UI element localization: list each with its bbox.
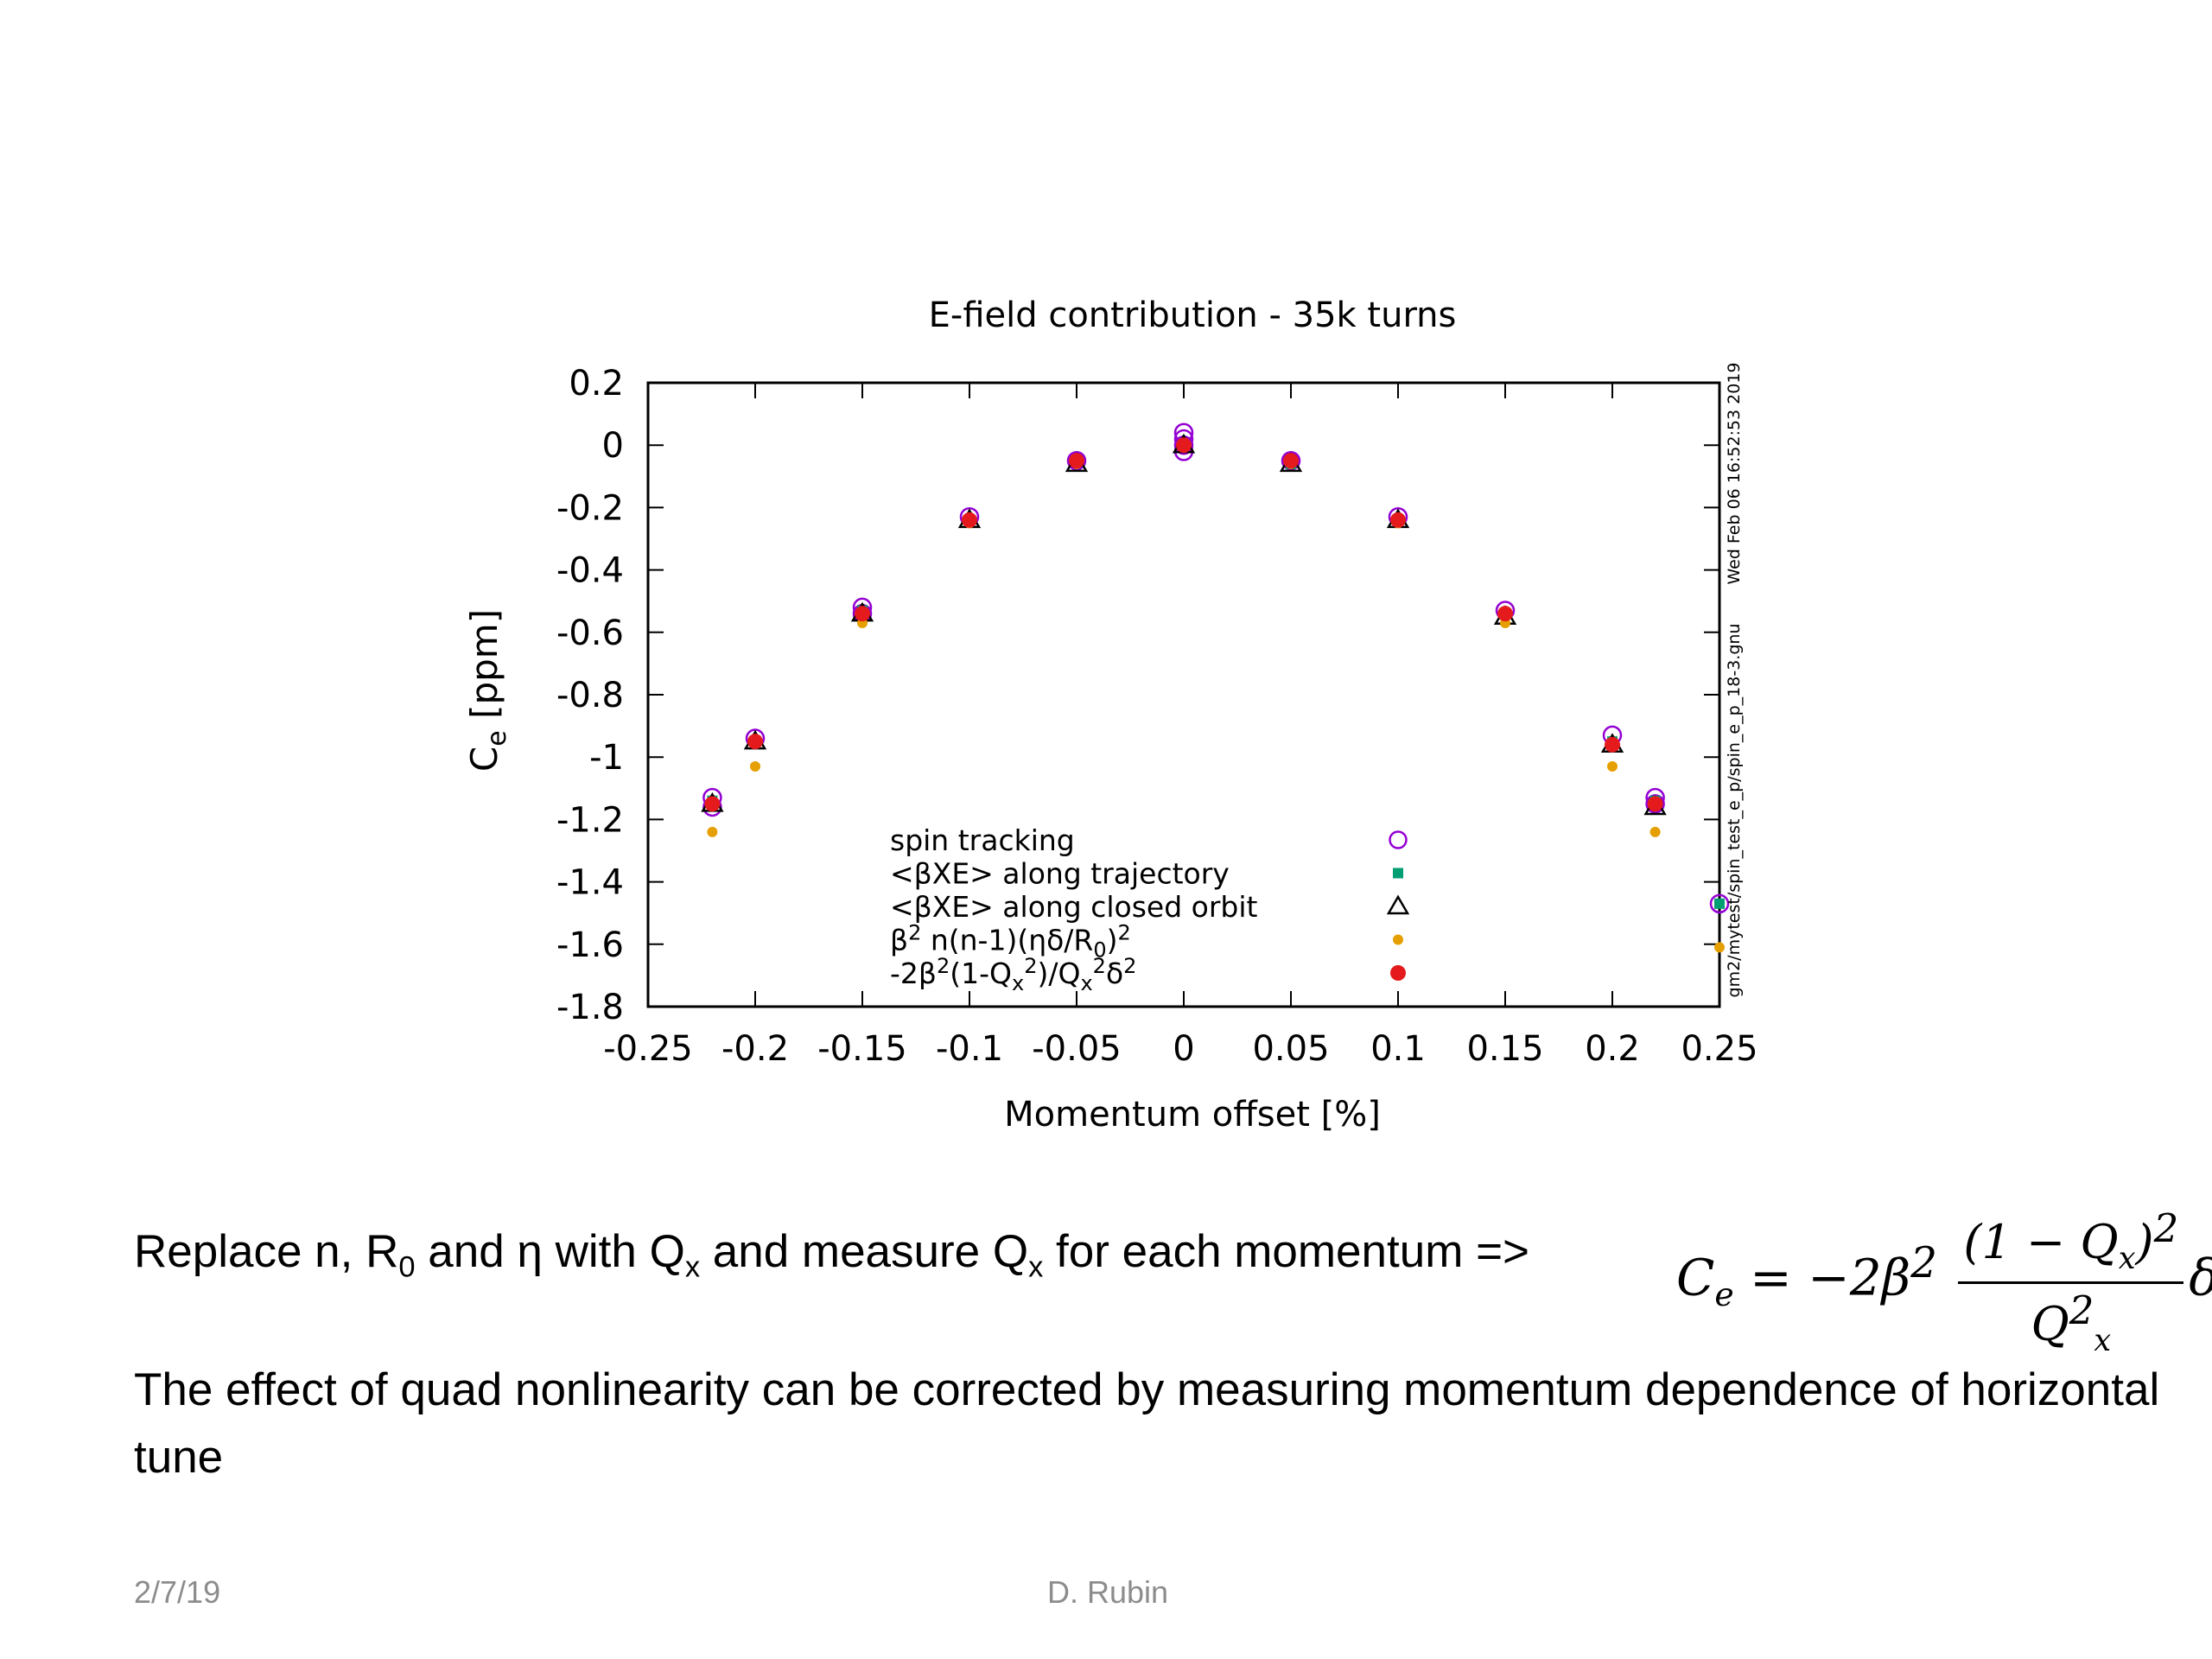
formula-num: (1 − Q (1963, 1215, 2119, 1269)
chart-labels: E-field contribution - 35k turns Momentum… (463, 296, 1744, 1135)
x-tick-label: -0.05 (1032, 1029, 1122, 1069)
x-tick-label: 0.15 (1466, 1029, 1543, 1069)
x-tick-label: 0.05 (1252, 1029, 1329, 1069)
data-point-series-4 (747, 734, 763, 750)
data-point-series-4 (962, 512, 977, 528)
y-tick-label: -0.2 (556, 488, 624, 528)
data-point-series-4 (1647, 796, 1663, 812)
data-point-series-0 (1281, 451, 1301, 471)
legend-label-3: β2 n(n-1)(ηδ/R0)2 (890, 921, 1131, 963)
y-tick-label: 0 (602, 426, 624, 466)
data-point-series-0 (1645, 794, 1665, 814)
y-tick-label: -1.6 (556, 925, 624, 965)
data-point-series-3 (707, 826, 718, 837)
formula-beta-sup: 2 (1910, 1239, 1937, 1287)
formula-num-sup: 2 (2153, 1205, 2179, 1251)
line1-sub-0: 0 (398, 1250, 416, 1284)
chart-title: E-field contribution - 35k turns (929, 296, 1457, 335)
legend-label-4: -2β2(1-Qx2)/Qx2δ2 (890, 954, 1136, 995)
formula-lhs: C (1676, 1248, 1715, 1307)
y-tick-label: -0.4 (556, 551, 624, 591)
x-tick-label: 0.1 (1370, 1029, 1426, 1069)
formula-lhs-sub: e (1714, 1274, 1734, 1313)
y-tick-label: -0.8 (556, 676, 624, 715)
series-2 (701, 433, 1667, 816)
line1-part-d: for each momentum => (1043, 1226, 1529, 1277)
y-tick-label: -1.8 (556, 988, 624, 1027)
footer-date: 2/7/19 (134, 1574, 221, 1610)
y-tick-label: -1 (589, 738, 624, 778)
data-point-series-4 (1390, 512, 1406, 528)
x-tick-label: 0.2 (1585, 1029, 1640, 1069)
formula-num-end: ) (2135, 1215, 2154, 1269)
chart: -0.25 -0.2 -0.15 -0.1 -0.05 0 0.05 0.1 0.15 0.2 0.… (463, 296, 1758, 1135)
x-tick-label: 0.25 (1681, 1029, 1758, 1069)
x-tick-label: 0 (1173, 1029, 1194, 1069)
data-point-series-4 (855, 606, 870, 622)
body-text-line-1: Replace n, R0 and η with Qx and measure … (134, 1225, 1529, 1285)
formula-fraction: (1 − Qx)2 Q2x (1958, 1205, 2184, 1358)
legend-label-2: <βXE> along closed orbit (890, 890, 1258, 924)
y-tick-label: -0.6 (556, 613, 624, 653)
series-1 (707, 440, 1725, 909)
series-4 (704, 437, 1663, 812)
x-tick-label: -0.1 (936, 1029, 1003, 1069)
side-timestamp: Wed Feb 06 16:52:53 2019 (1725, 362, 1744, 584)
data-point-series-3 (750, 761, 760, 772)
legend-marker-3 (1393, 934, 1403, 945)
formula-den: Q (2031, 1296, 2069, 1351)
line1-sub-x-1: x (684, 1250, 701, 1284)
footer-author: D. Rubin (1047, 1574, 1169, 1610)
data-point-series-3 (1649, 826, 1661, 837)
legend-marker-0 (1389, 830, 1408, 849)
formula: Ce = −2β2 (1 − Qx)2 Q2x δ2 (1676, 1205, 2212, 1358)
line1-part-c: and measure Q (700, 1226, 1029, 1277)
legend-marker-1 (1393, 868, 1403, 879)
x-tick-label: -0.15 (817, 1029, 907, 1069)
data-point-series-0 (1066, 451, 1087, 471)
line1-part-b: and η with Q (415, 1226, 685, 1277)
line1-part-a: Replace n, R (134, 1226, 399, 1277)
data-point-series-4 (1497, 606, 1513, 622)
y-tick-label: 0.2 (569, 364, 624, 404)
body-text-line-2: The effect of quad nonlinearity can be c… (134, 1364, 2160, 1483)
y-tick-label: -1.2 (556, 800, 624, 840)
chart-ticks: -0.25 -0.2 -0.15 -0.1 -0.05 0 0.05 0.1 0.15 0.2 0.… (556, 364, 1758, 1069)
formula-den-sup: 2 (2069, 1287, 2094, 1333)
side-filename: gm2/mytest/spin_test_e_p/spin_e_p_18-3.g… (1725, 624, 1744, 998)
formula-num-sub: x (2118, 1240, 2136, 1276)
data-point-series-0 (1709, 893, 1730, 914)
x-axis-label: Momentum offset [%] (1004, 1095, 1381, 1135)
data-point-series-3 (1607, 761, 1618, 772)
chart-marks (701, 423, 1730, 953)
data-point-series-4 (1069, 453, 1084, 469)
data-point-series-1 (1714, 898, 1725, 909)
x-tick-label: -0.25 (603, 1029, 693, 1069)
x-tick-label: -0.2 (721, 1029, 789, 1069)
line1-sub-x-2: x (1028, 1250, 1044, 1284)
formula-denominator: Q2x (1958, 1284, 2183, 1358)
data-point-series-4 (704, 796, 721, 812)
y-axis-label: Ce [ppm] (463, 609, 512, 772)
y-tick-label: -1.4 (556, 863, 624, 903)
data-point-series-4 (1176, 437, 1192, 454)
legend-label-1: <βXE> along trajectory (890, 857, 1230, 891)
chart-legend: spin tracking<βXE> along trajectory<βXE>… (890, 823, 1410, 995)
legend-marker-4 (1390, 965, 1406, 981)
data-point-series-4 (1283, 453, 1299, 469)
formula-eq: = −2β (1733, 1248, 1911, 1307)
formula-numerator: (1 − Qx)2 (1958, 1205, 2184, 1284)
legend-marker-2 (1386, 894, 1410, 915)
data-point-series-3 (1714, 942, 1725, 953)
formula-delta: δ (2189, 1248, 2212, 1306)
legend-label-0: spin tracking (890, 823, 1075, 857)
series-0 (702, 423, 1730, 914)
data-point-series-4 (1605, 736, 1620, 753)
formula-den-sub: x (2094, 1322, 2112, 1358)
